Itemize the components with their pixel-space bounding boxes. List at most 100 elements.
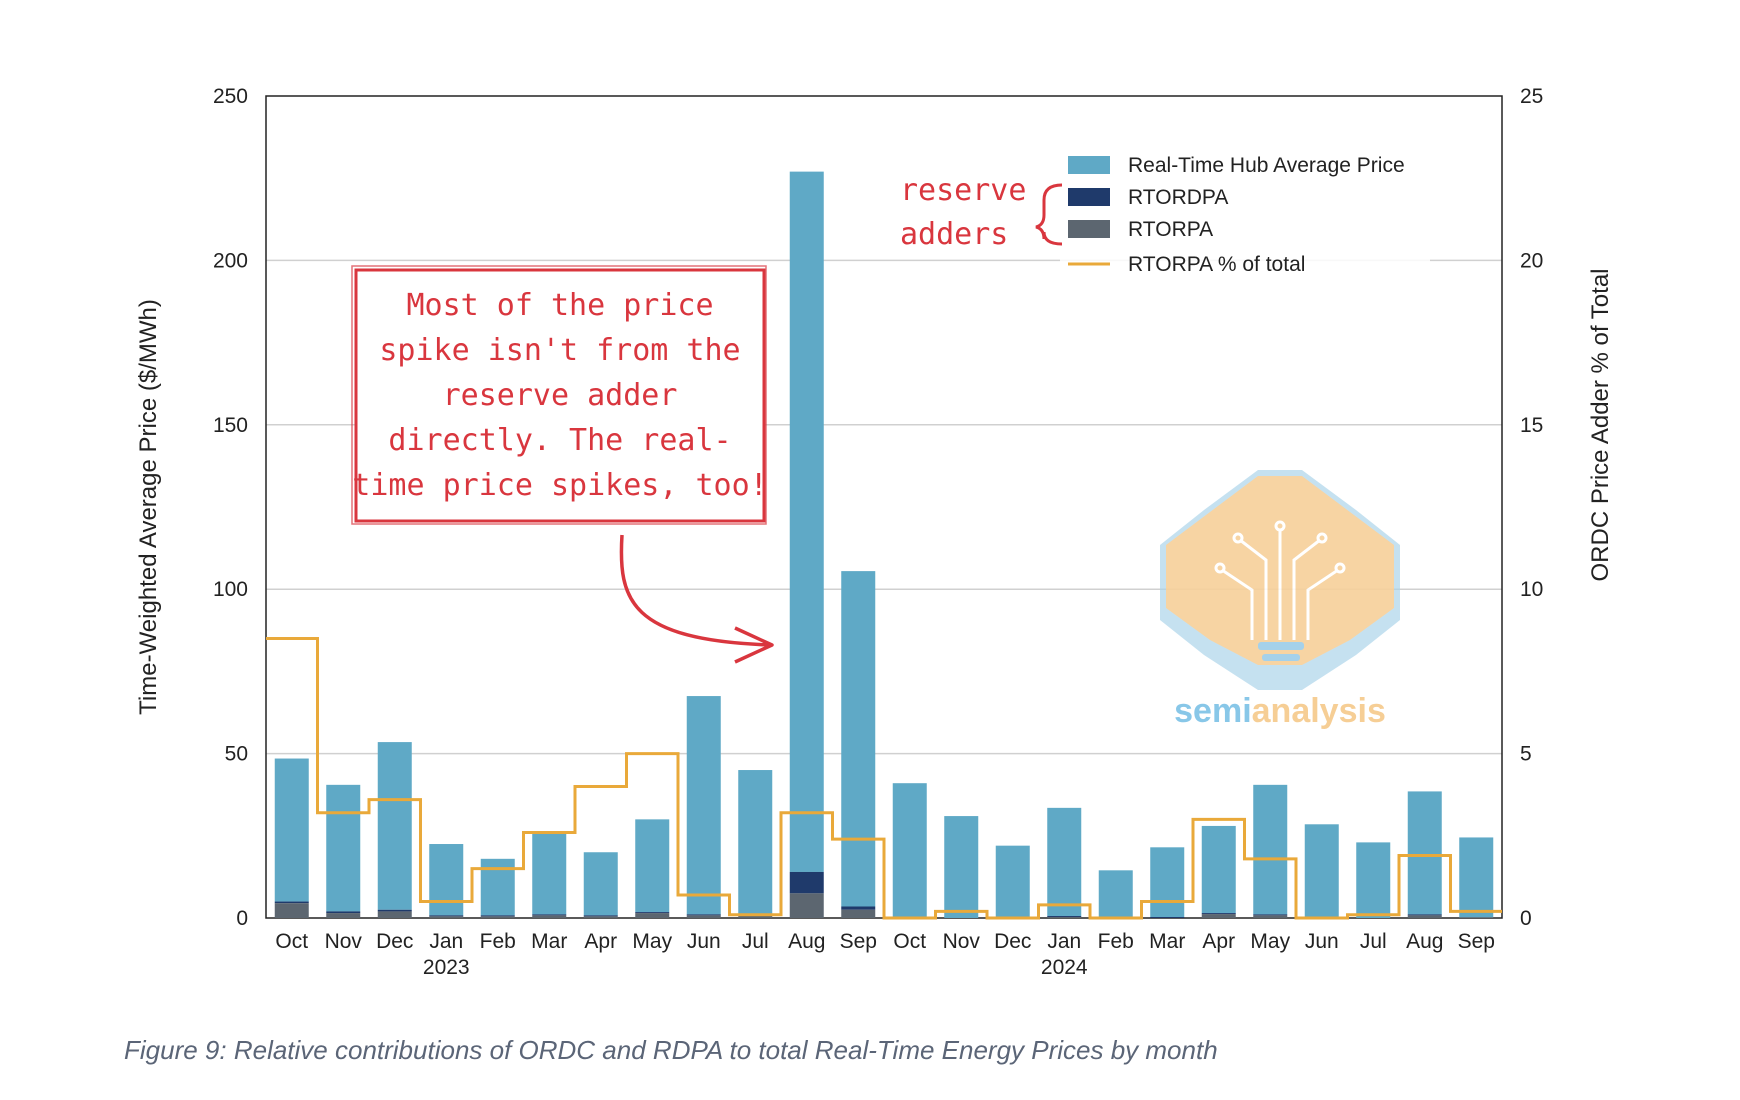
bar-rtordpa-11 <box>841 906 876 910</box>
callout-annotation: Most of the price spike isn't from the r… <box>351 265 774 664</box>
callout-line-5: time price spikes, too! <box>352 468 767 503</box>
callout-arrow-head-icon <box>734 626 774 664</box>
y-tick-label: 150 <box>213 414 248 437</box>
callout-box-sketch <box>351 265 767 525</box>
bar-rt-hub-18 <box>1201 825 1236 914</box>
bar-rtorpa-18 <box>1201 914 1236 918</box>
bar-rtordpa-2 <box>377 909 412 912</box>
figure-caption: Figure 9: Relative contributions of ORDC… <box>124 1035 1218 1065</box>
bar-rt-hub-20 <box>1304 824 1339 918</box>
x-tick-label: Jul <box>1360 930 1387 953</box>
bar-rt-hub-16 <box>1098 870 1133 918</box>
x-axis-ticks: Oct Nov Dec Jan Feb Mar Apr May Jun Jul Aug Sep Oct N… <box>275 930 1495 979</box>
callout-line-3: reserve adder <box>443 378 678 413</box>
bar-rtorpa-0 <box>274 903 309 918</box>
bar-rtorpa-19 <box>1253 915 1288 918</box>
bar-rtorpa-9 <box>738 915 773 918</box>
x-year-label: 2024 <box>1041 956 1088 979</box>
bar-rtorpa-23 <box>1459 917 1494 918</box>
bar-rtorpa-7 <box>635 913 670 918</box>
bar-rtordpa-10 <box>789 871 824 894</box>
logo-bulb-base-2 <box>1262 654 1300 661</box>
legend-label-rtorpa-percent: RTORPA % of total <box>1128 253 1305 276</box>
bar-rtordpa-19 <box>1253 914 1288 916</box>
y2-tick-label: 15 <box>1520 414 1543 437</box>
y-axis-title: Time-Weighted Average Price ($/MWh) <box>135 299 162 715</box>
brace-label-line-2: adders <box>900 217 1008 252</box>
bar-rt-hub-6 <box>583 852 618 916</box>
bar-rt-hub-13 <box>944 816 979 918</box>
x-tick-label: Feb <box>1098 930 1134 953</box>
x-tick-label: Mar <box>531 930 567 953</box>
x-tick-label: Dec <box>376 930 413 953</box>
bar-rt-hub-21 <box>1356 842 1391 918</box>
x-tick-label: Dec <box>994 930 1031 953</box>
bar-rt-hub-14 <box>995 845 1030 918</box>
y-tick-label: 50 <box>225 743 248 766</box>
x-tick-label: Nov <box>325 930 363 953</box>
x-year-label: 2023 <box>423 956 470 979</box>
logo-text-semi: semi <box>1174 692 1252 730</box>
y2-axis-ticks: 0 5 10 15 20 25 <box>1520 85 1543 930</box>
bar-rt-hub-17 <box>1150 847 1185 918</box>
x-tick-label: Jun <box>687 930 721 953</box>
callout-line-2: spike isn't from the <box>379 333 740 368</box>
bar-rt-hub-0 <box>274 758 309 902</box>
bar-rt-hub-12 <box>892 783 927 918</box>
x-tick-label: Jul <box>742 930 769 953</box>
legend: Real-Time Hub Average Price RTORDPA RTOR… <box>1060 154 1430 278</box>
bar-rt-hub-5 <box>532 832 567 915</box>
bar-rtorpa-3 <box>429 916 464 918</box>
callout-line-1: Most of the price <box>406 288 713 323</box>
y2-tick-label: 25 <box>1520 85 1543 108</box>
bar-rtorpa-2 <box>377 911 412 918</box>
legend-swatch-rtordpa <box>1068 188 1110 206</box>
y-tick-label: 0 <box>236 907 248 930</box>
logo-wordmark: semianalysis <box>1174 692 1386 730</box>
semianalysis-logo: semianalysis <box>1160 470 1400 730</box>
reserve-adders-annotation: reserve adders <box>900 173 1063 252</box>
y2-tick-label: 20 <box>1520 249 1543 272</box>
x-tick-label: Jun <box>1305 930 1339 953</box>
bar-rt-hub-23 <box>1459 837 1494 918</box>
bar-rt-hub-19 <box>1253 784 1288 915</box>
bar-rtorpa-8 <box>686 915 721 918</box>
logo-circuit-icon <box>1214 520 1346 640</box>
bar-rtordpa-18 <box>1201 913 1236 915</box>
x-tick-label: Sep <box>840 930 877 953</box>
bar-rtordpa-17 <box>1150 917 1185 918</box>
logo-text-analysis: analysis <box>1252 692 1386 730</box>
bar-rtorpa-6 <box>583 916 618 918</box>
bar-rt-hub-22 <box>1407 791 1442 915</box>
bar-rtordpa-15 <box>1047 916 1082 918</box>
bar-rtorpa-10 <box>789 893 824 918</box>
bar-rtordpa-0 <box>274 901 309 904</box>
legend-swatch-rt-hub <box>1068 156 1110 174</box>
bar-rtordpa-7 <box>635 912 670 914</box>
bar-rtordpa-4 <box>480 915 515 917</box>
y-tick-label: 250 <box>213 85 248 108</box>
y2-tick-label: 5 <box>1520 743 1532 766</box>
bar-rt-hub-15 <box>1047 807 1082 917</box>
x-tick-label: Apr <box>1202 930 1235 953</box>
x-tick-label: Apr <box>584 930 617 953</box>
x-tick-label: May <box>1250 930 1290 953</box>
bar-rtordpa-22 <box>1407 914 1442 916</box>
bar-rtorpa-1 <box>326 913 361 918</box>
bar-rtordpa-6 <box>583 915 618 917</box>
x-tick-label: Jan <box>1047 930 1081 953</box>
bar-rtorpa-22 <box>1407 915 1442 918</box>
x-tick-label: May <box>632 930 672 953</box>
bar-rtordpa-5 <box>532 914 567 916</box>
x-tick-label: Mar <box>1149 930 1185 953</box>
y2-tick-label: 0 <box>1520 907 1532 930</box>
y-tick-label: 200 <box>213 249 248 272</box>
y-tick-label: 100 <box>213 578 248 601</box>
brace-label-line-1: reserve <box>900 173 1026 208</box>
bar-rt-hub-9 <box>738 770 773 915</box>
y2-axis-title: ORDC Price Adder % of Total <box>1587 268 1614 581</box>
legend-label-rtorpa: RTORPA <box>1128 218 1213 241</box>
legend-background <box>1060 154 1430 278</box>
bar-rt-hub-2 <box>377 742 412 910</box>
